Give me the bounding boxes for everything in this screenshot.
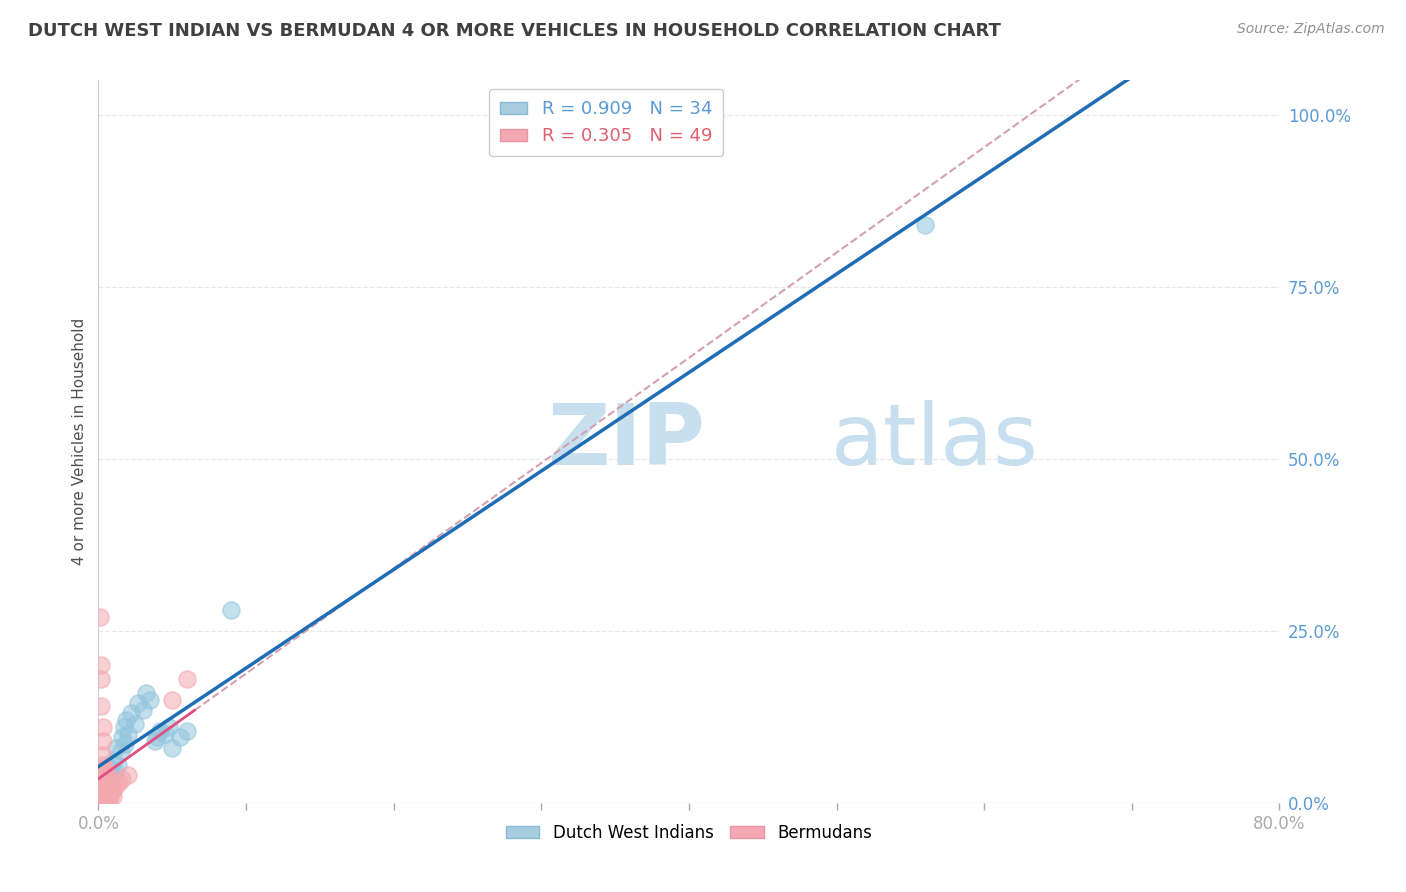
Point bbox=[90, 789, 112, 803]
Point bbox=[111, 772, 134, 786]
Point bbox=[146, 731, 169, 745]
Point bbox=[97, 772, 120, 786]
Point bbox=[93, 761, 115, 775]
Point bbox=[93, 768, 115, 782]
Point bbox=[94, 794, 117, 808]
Point bbox=[127, 696, 149, 710]
Point bbox=[94, 794, 117, 808]
Point bbox=[100, 779, 122, 793]
Point bbox=[91, 720, 114, 734]
Point bbox=[115, 713, 138, 727]
Point bbox=[93, 788, 115, 802]
Point bbox=[91, 764, 114, 779]
Point bbox=[98, 789, 121, 803]
Y-axis label: 4 or more Vehicles in Household: 4 or more Vehicles in Household bbox=[72, 318, 87, 566]
Point bbox=[135, 686, 157, 700]
Point bbox=[97, 790, 120, 805]
Point bbox=[97, 785, 120, 799]
Point bbox=[90, 658, 112, 673]
Point bbox=[94, 790, 117, 805]
Point bbox=[94, 779, 117, 793]
Point bbox=[94, 764, 117, 779]
Point bbox=[91, 734, 114, 748]
Point bbox=[117, 727, 139, 741]
Point bbox=[149, 723, 172, 738]
Point bbox=[132, 703, 155, 717]
Point bbox=[90, 699, 112, 714]
Point bbox=[107, 758, 129, 772]
Point bbox=[143, 734, 166, 748]
Point bbox=[98, 775, 121, 789]
Point bbox=[93, 775, 115, 789]
Point bbox=[91, 779, 114, 793]
Point bbox=[221, 603, 243, 617]
Point bbox=[139, 692, 162, 706]
Point bbox=[89, 610, 111, 624]
Point bbox=[914, 218, 936, 232]
Point bbox=[97, 785, 120, 799]
Point bbox=[103, 782, 125, 797]
Point bbox=[90, 672, 112, 686]
Point bbox=[96, 788, 118, 802]
Point bbox=[124, 716, 146, 731]
Point bbox=[91, 785, 114, 799]
Point bbox=[104, 764, 127, 779]
Point bbox=[100, 785, 122, 799]
Point bbox=[98, 782, 121, 797]
Point bbox=[153, 727, 176, 741]
Point bbox=[91, 758, 114, 772]
Point bbox=[105, 740, 128, 755]
Point bbox=[112, 720, 135, 734]
Point bbox=[176, 723, 198, 738]
Point bbox=[94, 785, 117, 799]
Point bbox=[91, 772, 114, 786]
Point bbox=[103, 755, 125, 769]
Text: atlas: atlas bbox=[831, 400, 1039, 483]
Point bbox=[96, 768, 118, 782]
Text: DUTCH WEST INDIAN VS BERMUDAN 4 OR MORE VEHICLES IN HOUSEHOLD CORRELATION CHART: DUTCH WEST INDIAN VS BERMUDAN 4 OR MORE … bbox=[28, 22, 1001, 40]
Point bbox=[97, 794, 120, 808]
Point bbox=[176, 672, 198, 686]
Point bbox=[96, 768, 118, 782]
Point bbox=[117, 768, 139, 782]
Point bbox=[96, 792, 118, 806]
Point bbox=[96, 782, 118, 797]
Point bbox=[94, 779, 117, 793]
Point bbox=[97, 779, 120, 793]
Point bbox=[103, 789, 125, 803]
Point bbox=[162, 692, 183, 706]
Point bbox=[108, 775, 131, 789]
Point bbox=[105, 779, 128, 793]
Point bbox=[94, 772, 117, 786]
Point bbox=[96, 775, 118, 789]
Point bbox=[96, 794, 118, 808]
Point bbox=[110, 744, 132, 758]
Point bbox=[93, 790, 115, 805]
Point bbox=[169, 731, 191, 745]
Point bbox=[120, 706, 142, 721]
Point bbox=[91, 747, 114, 762]
Point bbox=[93, 782, 115, 797]
Legend: Dutch West Indians, Bermudans: Dutch West Indians, Bermudans bbox=[499, 817, 879, 848]
Point bbox=[93, 782, 115, 797]
Point bbox=[98, 761, 121, 775]
Text: ZIP: ZIP bbox=[547, 400, 704, 483]
Point bbox=[100, 772, 122, 786]
Text: Source: ZipAtlas.com: Source: ZipAtlas.com bbox=[1237, 22, 1385, 37]
Point bbox=[111, 731, 134, 745]
Point bbox=[157, 720, 180, 734]
Point bbox=[114, 737, 136, 751]
Point bbox=[91, 775, 114, 789]
Point bbox=[162, 740, 183, 755]
